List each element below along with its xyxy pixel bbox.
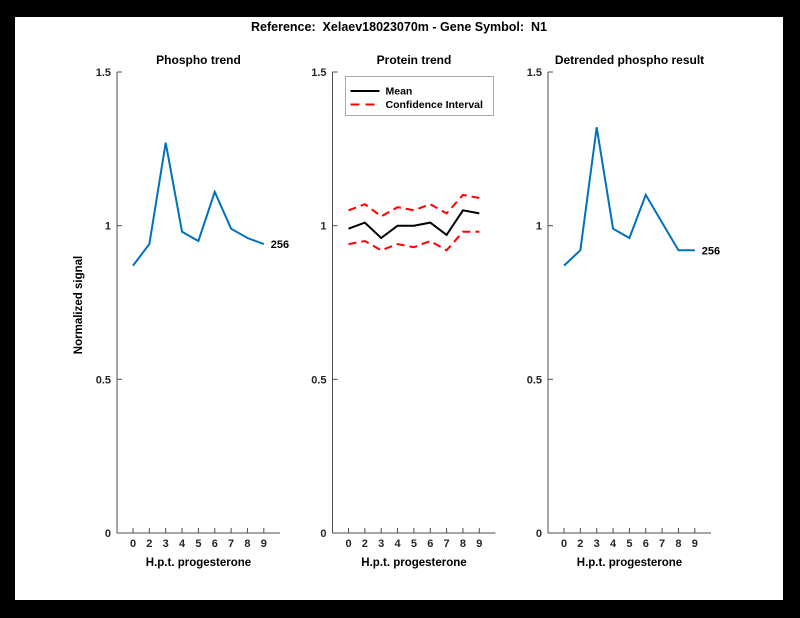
y-tick-label: 1.5 [527, 67, 542, 79]
figure-canvas: Reference: Xelaev18023070m - Gene Symbol… [15, 17, 783, 600]
y-tick-label: 0 [536, 528, 542, 540]
y-tick-label: 0.5 [527, 374, 542, 386]
y-tick-label: 1 [320, 221, 326, 233]
x-tick-label: 4 [394, 538, 401, 550]
series-line-phospho-signal [132, 142, 265, 267]
x-tick-label: 0 [561, 538, 567, 550]
series-line-mean [348, 209, 480, 240]
x-tick-label: 0 [130, 538, 136, 550]
x-tick-label: 3 [163, 538, 169, 550]
y-tick-label: 0.5 [311, 374, 326, 386]
x-axis-label: H.p.t. progesterone [577, 557, 682, 569]
legend-label: Confidence Interval [386, 99, 484, 111]
x-tick-label: 9 [692, 538, 698, 550]
x-tick-label: 6 [427, 538, 433, 550]
x-tick-label: 4 [179, 538, 186, 550]
series-line-detrended-phospho-signal [563, 127, 695, 267]
x-tick-label: 2 [146, 538, 152, 550]
y-axis-label: Normalized signal [73, 256, 85, 354]
x-tick-label: 5 [626, 538, 632, 550]
subplot-title: Phospho trend [156, 53, 241, 67]
x-tick-label: 7 [659, 538, 665, 550]
figure-title: Reference: Xelaev18023070m - Gene Symbol… [251, 20, 547, 34]
x-tick-label: 9 [261, 538, 267, 550]
x-tick-label: 7 [444, 538, 450, 550]
x-tick-label: 8 [460, 538, 466, 550]
x-tick-label: 6 [212, 538, 218, 550]
y-tick-label: 1.5 [311, 67, 326, 79]
x-tick-label: 5 [411, 538, 417, 550]
x-axis-label: H.p.t. progesterone [146, 557, 251, 569]
x-axis-label: H.p.t. progesterone [361, 557, 466, 569]
y-tick-label: 0 [320, 528, 326, 540]
x-tick-label: 7 [228, 538, 234, 550]
x-tick-label: 0 [345, 538, 351, 550]
x-tick-label: 6 [643, 538, 649, 550]
subplot-title: Protein trend [377, 53, 452, 67]
x-tick-label: 8 [244, 538, 250, 550]
legend-box [345, 76, 494, 116]
x-tick-label: 2 [577, 538, 583, 550]
x-tick-label: 2 [362, 538, 368, 550]
y-tick-label: 0.5 [96, 374, 111, 386]
end-value-label: 256 [702, 245, 720, 257]
x-tick-label: 4 [610, 538, 617, 550]
end-value-label: 256 [271, 239, 289, 251]
x-tick-label: 8 [675, 538, 681, 550]
series-line-confidence-interval-lower [348, 230, 480, 252]
y-tick-label: 1 [105, 221, 111, 233]
subplot-title: Detrended phospho result [555, 53, 704, 67]
x-tick-label: 9 [476, 538, 482, 550]
y-tick-label: 1 [536, 221, 542, 233]
x-tick-label: 3 [594, 538, 600, 550]
x-tick-label: 3 [378, 538, 384, 550]
series-line-confidence-interval-upper [348, 193, 480, 218]
x-tick-label: 5 [195, 538, 201, 550]
y-tick-label: 0 [105, 528, 111, 540]
legend-label: Mean [386, 86, 413, 98]
y-tick-label: 1.5 [96, 67, 111, 79]
